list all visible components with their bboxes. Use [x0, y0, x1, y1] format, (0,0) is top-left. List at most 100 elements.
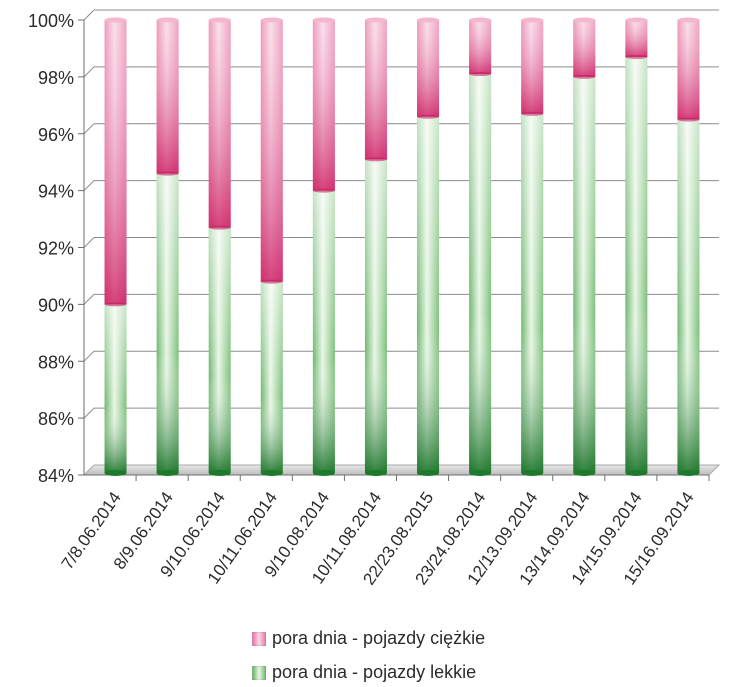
bar-segment-divider [469, 72, 492, 77]
bar-light-base [208, 470, 231, 476]
bar-heavy-2 [156, 17, 179, 176]
bar-light-shade [312, 190, 335, 473]
bar-heavy-1 [104, 17, 127, 307]
bar-light-base [469, 470, 492, 476]
gridline-diagonal [83, 237, 95, 248]
gridline-diagonal [83, 9, 95, 21]
bar-light-shade [364, 159, 387, 473]
bar-heavy-shade [312, 20, 335, 191]
bar-heavy-shade [364, 20, 387, 160]
bar-heavy-8 [469, 17, 492, 77]
bar-light-shade [260, 281, 283, 473]
gridline-diagonal [83, 66, 95, 78]
bar-light-shade [677, 119, 700, 473]
bar-heavy-shade [521, 20, 544, 114]
y-tick-label: 88% [38, 352, 74, 372]
y-tick-label: 90% [38, 295, 74, 315]
bar-heavy-shade [260, 20, 283, 282]
bar-light-7 [417, 116, 440, 476]
bar-heavy-9 [521, 17, 544, 116]
y-tick-label: 96% [38, 125, 74, 145]
gridline-diagonal [83, 294, 95, 305]
gridline-diagonal [83, 350, 95, 362]
bar-segment-divider [521, 111, 544, 116]
bar-segment-divider [417, 114, 440, 119]
bar-heavy-12 [677, 17, 700, 122]
legend-label-light: pora dnia - pojazdy lekkie [272, 662, 477, 682]
chart-floor [82, 464, 721, 476]
labels-layer: 84%86%88%90%92%94%96%98%100%7/8.06.20148… [28, 11, 698, 588]
bar-light-10 [573, 76, 596, 476]
legend-item-light: pora dnia - pojazdy lekkie [252, 662, 672, 683]
bar-segment-divider [677, 117, 700, 122]
bar-light-shade [156, 173, 179, 473]
bar-heavy-top [104, 17, 127, 23]
bar-heavy-shade [469, 20, 492, 75]
y-tick-label: 86% [38, 409, 74, 429]
bar-heavy-top [677, 17, 700, 23]
y-tick-label: 98% [38, 68, 74, 88]
bar-heavy-top [208, 17, 231, 23]
bar-light-shade [573, 76, 596, 473]
bar-light-base [312, 470, 335, 476]
bar-segment-divider [312, 188, 335, 193]
bar-light-8 [469, 74, 492, 476]
legend-swatch-heavy [252, 631, 266, 646]
bar-light-2 [156, 173, 179, 476]
bar-light-base [156, 470, 179, 476]
bar-heavy-shade [417, 20, 440, 117]
bar-heavy-shade [104, 20, 127, 305]
bar-light-base [260, 470, 283, 476]
bar-heavy-5 [312, 17, 335, 193]
bar-light-shade [469, 74, 492, 473]
bar-heavy-top [417, 17, 440, 23]
bar-heavy-shade [625, 20, 648, 57]
bar-segment-divider [364, 157, 387, 162]
bar-light-4 [260, 281, 283, 476]
bar-heavy-top [573, 17, 596, 23]
bar-light-12 [677, 119, 700, 476]
bar-heavy-7 [417, 17, 440, 119]
bar-heavy-top [312, 17, 335, 23]
bar-light-base [573, 470, 596, 476]
bar-heavy-top [364, 17, 387, 23]
bar-light-6 [364, 159, 387, 476]
bar-light-3 [208, 227, 231, 476]
bar-segment-divider [573, 74, 596, 79]
bar-heavy-11 [625, 17, 648, 59]
bar-heavy-10 [573, 17, 596, 79]
bar-segment-divider [260, 279, 283, 284]
bar-heavy-4 [260, 17, 283, 284]
bar-heavy-top [260, 17, 283, 23]
bar-light-1 [104, 304, 127, 476]
bar-light-base [417, 470, 440, 476]
bar-light-base [677, 470, 700, 476]
bar-heavy-top [521, 17, 544, 23]
bars-layer [104, 17, 700, 476]
bar-heavy-top [469, 17, 492, 23]
bar-segment-divider [156, 171, 179, 176]
bar-segment-divider [104, 302, 127, 307]
bar-heavy-shade [208, 20, 231, 228]
gridline-diagonal [83, 123, 95, 135]
bar-heavy-top [625, 17, 648, 23]
bar-heavy-6 [364, 17, 387, 162]
bar-heavy-top [156, 17, 179, 23]
bar-heavy-3 [208, 17, 231, 230]
y-tick-label: 94% [38, 182, 74, 202]
bar-heavy-shade [156, 20, 179, 174]
bar-light-11 [625, 56, 648, 476]
axis-layer [78, 9, 721, 481]
bar-light-base [625, 470, 648, 476]
legend-label-heavy: pora dnia - pojazdy ciężkie [272, 628, 486, 648]
y-tick-label: 100% [28, 11, 74, 31]
bar-heavy-shade [573, 20, 596, 77]
legend-swatch-light [252, 665, 266, 680]
bar-heavy-shade [677, 20, 700, 120]
bar-segment-divider [625, 54, 648, 59]
gridline-diagonal [83, 407, 95, 419]
y-tick-label: 84% [38, 466, 74, 486]
bar-light-5 [312, 190, 335, 476]
bar-light-base [364, 470, 387, 476]
